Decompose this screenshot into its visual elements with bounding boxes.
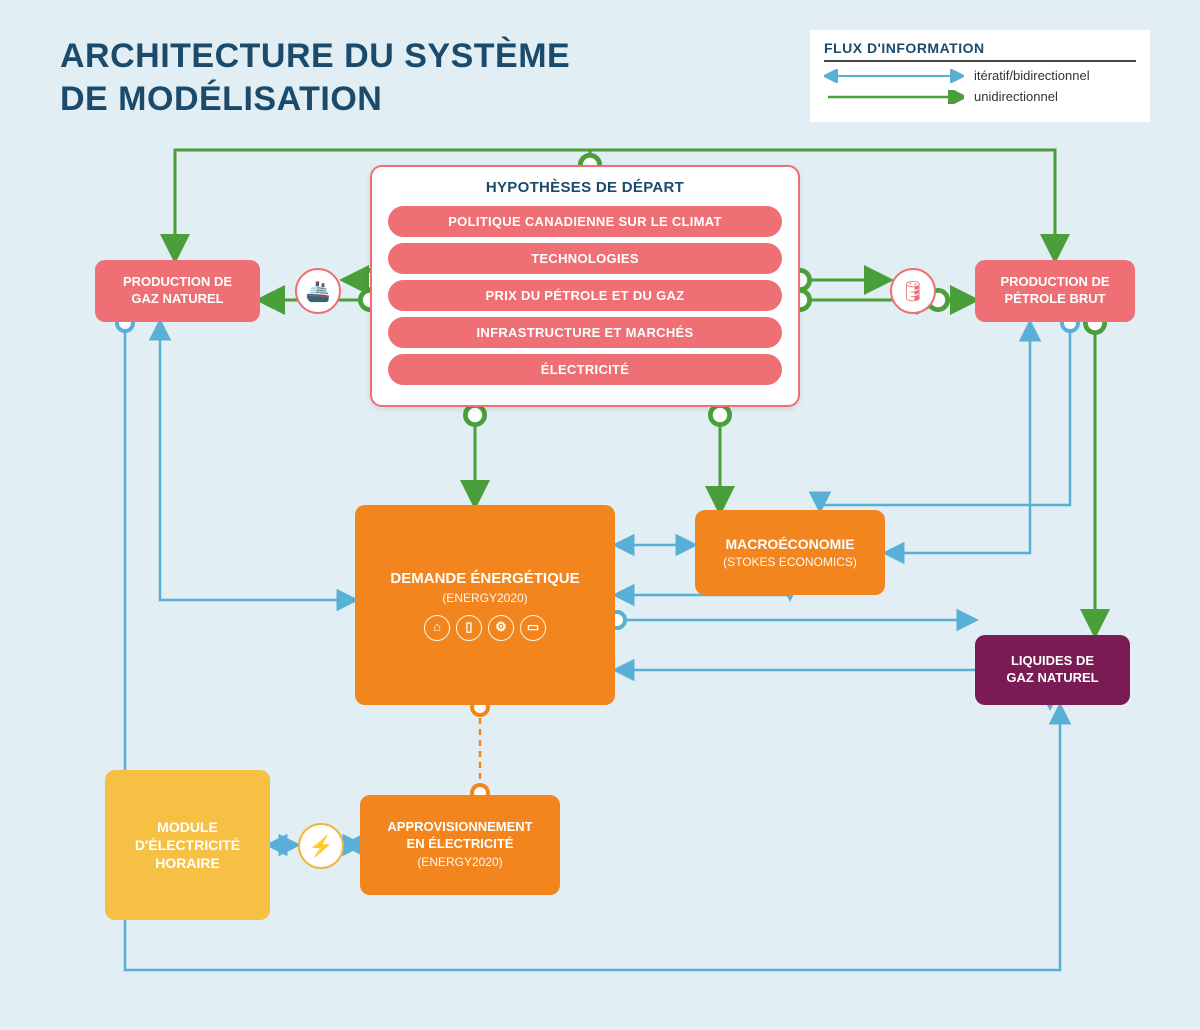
demand-mini-icons: ⌂▯⚙▭ xyxy=(424,615,546,641)
legend-sample-green xyxy=(824,90,964,104)
rig-icon: 🛢 xyxy=(890,268,936,314)
edge-19 xyxy=(820,323,1070,509)
hypothesis-pill-0: POLITIQUE CANADIENNE SUR LE CLIMAT xyxy=(388,206,782,237)
node-demand: DEMANDE ÉNERGÉTIQUE(ENERGY2020)⌂▯⚙▭ xyxy=(355,505,615,705)
node-ngl: LIQUIDES DEGAZ NATUREL xyxy=(975,635,1130,705)
node-supply: APPROVISIONNEMENTEN ÉLECTRICITÉ(ENERGY20… xyxy=(360,795,560,895)
hypothesis-pill-3: INFRASTRUCTURE ET MARCHÉS xyxy=(388,317,782,348)
legend-label-unidirectional: unidirectionnel xyxy=(974,89,1058,104)
hypothesis-pill-2: PRIX DU PÉTROLE ET DU GAZ xyxy=(388,280,782,311)
bolt-icon: ⚡ xyxy=(298,823,344,869)
legend-title: FLUX D'INFORMATION xyxy=(824,40,1136,62)
title-line-1: ARCHITECTURE DU SYSTÈME xyxy=(60,37,570,75)
node-gas_prod: PRODUCTION DEGAZ NATUREL xyxy=(95,260,260,322)
ship-icon: 🚢 xyxy=(295,268,341,314)
legend-sample-blue xyxy=(824,69,964,83)
diagram-canvas: ARCHITECTURE DU SYSTÈME DE MODÉLISATION … xyxy=(0,0,1200,1030)
title-line-2: DE MODÉLISATION xyxy=(60,80,382,118)
node-oil_prod: PRODUCTION DEPÉTROLE BRUT xyxy=(975,260,1135,322)
node-hourly: MODULED'ÉLECTRICITÉHORAIRE xyxy=(105,770,270,920)
page-title: ARCHITECTURE DU SYSTÈME DE MODÉLISATION xyxy=(60,35,570,120)
edge-18 xyxy=(160,323,354,600)
edge-15 xyxy=(887,324,1030,553)
hypothesis-pill-4: ÉLECTRICITÉ xyxy=(388,354,782,385)
legend-row-bidirectional: itératif/bidirectionnel xyxy=(824,68,1136,83)
hypotheses-box: HYPOTHÈSES DE DÉPART POLITIQUE CANADIENN… xyxy=(370,165,800,407)
hypothesis-pill-1: TECHNOLOGIES xyxy=(388,243,782,274)
hypotheses-title: HYPOTHÈSES DE DÉPART xyxy=(388,179,782,196)
node-macro: MACROÉCONOMIE(STOKES ECONOMICS) xyxy=(695,510,885,595)
edge-14 xyxy=(617,595,790,597)
legend-label-bidirectional: itératif/bidirectionnel xyxy=(974,68,1090,83)
legend-row-unidirectional: unidirectionnel xyxy=(824,89,1136,104)
legend-panel: FLUX D'INFORMATION itératif/bidirectionn… xyxy=(810,30,1150,122)
